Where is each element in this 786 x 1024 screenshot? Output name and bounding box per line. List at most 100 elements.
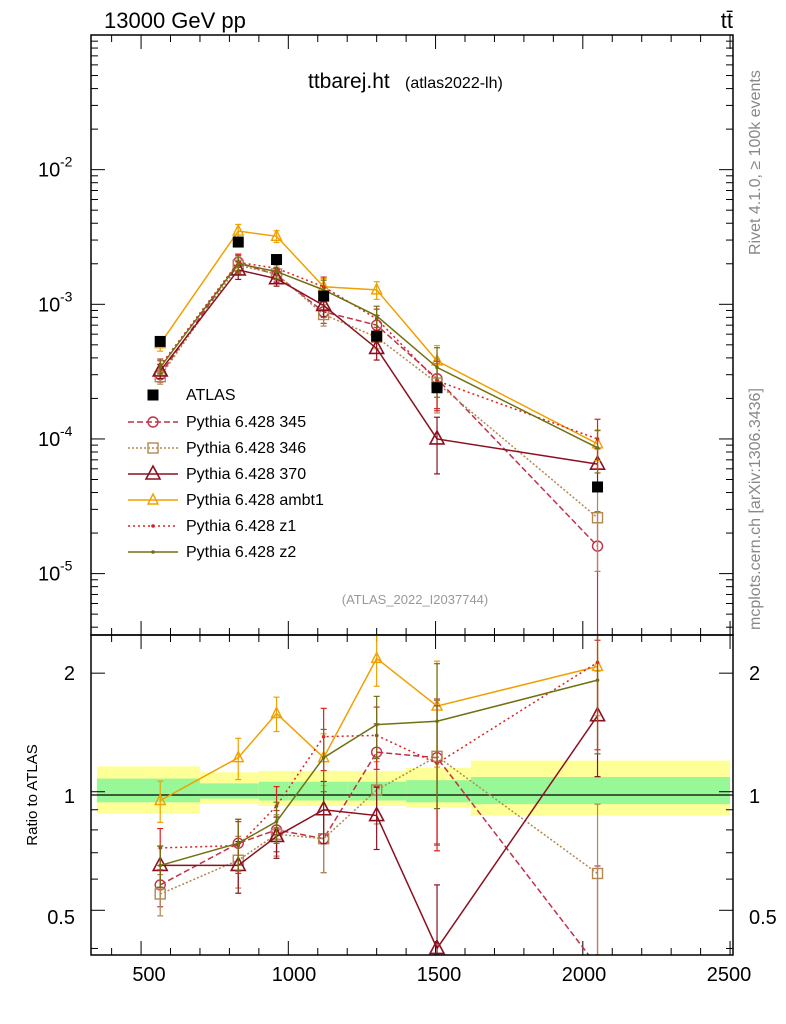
- band-inner-bin: [258, 781, 289, 801]
- point-ratio-p346: [591, 867, 604, 880]
- legend-marker-346: [128, 442, 178, 454]
- ytick-exponent: -4: [60, 423, 73, 439]
- plot-subtitle-text: (atlas2022-lh): [405, 75, 503, 92]
- series-ratio-p345: [154, 699, 601, 955]
- main-ytick-label--4: 10 -4: [38, 423, 73, 451]
- point-ratio-z2: [321, 755, 326, 760]
- point-ratio-z2: [435, 719, 439, 724]
- xtick-label-1500: 1500: [417, 964, 462, 986]
- point-ratio-z2: [236, 841, 241, 846]
- series-ratio-z2: [157, 635, 601, 888]
- legend-symbol-z2: [151, 550, 155, 554]
- main-ytick-label--5: 10 -5: [38, 558, 73, 586]
- xtick-label-500: 500: [132, 964, 165, 986]
- legend-label-346: Pythia 6.428 346: [186, 440, 306, 457]
- ratio-ytick-left-2: 2: [64, 663, 75, 685]
- ratio-ytick-right-2: 2: [749, 663, 760, 685]
- point-ratio-z2: [274, 819, 279, 824]
- ratio-panel: 2 1 0.5 2 1 0.5 500 1000 1500 2000 2500: [47, 634, 777, 986]
- data-point: [271, 254, 283, 266]
- point-z2: [435, 365, 439, 370]
- point-ambt1: [232, 223, 245, 236]
- plot-title-text: ttbarej.ht: [308, 70, 390, 93]
- point-ratio-ambt1: [154, 792, 167, 806]
- legend-marker-z1: [128, 524, 178, 528]
- point-p370: [268, 268, 285, 285]
- point-z2: [374, 314, 379, 318]
- point-ratio-p370: [315, 800, 332, 816]
- ratio-ytick-left-1: 1: [64, 786, 75, 808]
- ytick-base: 10: [38, 564, 60, 586]
- point-p370: [151, 361, 169, 377]
- ytick-base: 10: [38, 294, 60, 316]
- xtick-label-2000: 2000: [562, 964, 607, 986]
- legend-symbol-z1: [151, 524, 155, 528]
- legend-entry-370: Pythia 6.428 370: [128, 464, 306, 483]
- legend-symbol-ambt1: [146, 492, 160, 505]
- ratio-frame: [90, 634, 734, 956]
- main-axis-ticks: [91, 34, 733, 635]
- legend-entry-345: Pythia 6.428 345: [128, 414, 306, 431]
- point-ambt1: [270, 228, 283, 241]
- ratio-series-layer: [151, 635, 606, 955]
- point-ratio-p346: [154, 888, 166, 900]
- ytick-exponent: -3: [60, 288, 73, 304]
- legend-entry-z1: Pythia 6.428 z1: [128, 518, 296, 535]
- band-inner-bin: [96, 778, 200, 803]
- point-ambt1: [370, 282, 383, 295]
- ratio-y-axis-label: Ratio to ATLAS: [24, 744, 41, 845]
- legend-label-ambt1: Pythia 6.428 ambt1: [186, 492, 324, 509]
- main-series-layer: [151, 223, 606, 641]
- analysis-id: (ATLAS_2022_I2037744): [342, 592, 488, 607]
- point-ratio-z2: [158, 863, 163, 868]
- legend-symbol-p346: [147, 442, 159, 454]
- xtick-label-2500: 2500: [707, 964, 752, 986]
- legend: ATLAS Pythia 6.428 345 Pythia 6.428 346 …: [128, 387, 324, 561]
- point-z2: [158, 365, 163, 370]
- point-p346: [591, 512, 604, 524]
- legend-symbol-p370: [144, 464, 162, 480]
- data-point: [232, 236, 244, 248]
- band-inner-bin: [470, 776, 731, 805]
- point-ratio-z2: [374, 722, 379, 727]
- point-ratio-ambt1: [270, 705, 283, 719]
- xtick-label-1000: 1000: [272, 964, 317, 986]
- main-data-points: [154, 236, 604, 493]
- ratio-y-tick-labels: 2 1 0.5 2 1 0.5: [47, 663, 777, 929]
- point-ratio-p370: [428, 938, 446, 955]
- legend-label-z2: Pythia 6.428 z2: [186, 544, 296, 561]
- energy-label: 13000 GeV pp: [104, 8, 246, 33]
- ytick-base: 10: [38, 160, 60, 182]
- point-z2: [274, 269, 279, 274]
- series-ratio-p346: [154, 698, 604, 955]
- band-inner-bin: [288, 781, 348, 801]
- series-ratio-z1: [157, 635, 601, 874]
- process-label: tt̄: [721, 8, 733, 33]
- legend-symbol-atlas: [147, 389, 159, 401]
- point-ratio-ambt1: [370, 650, 383, 664]
- rivet-version-label: Rivet 4.1.0, ≥ 100k events: [747, 70, 764, 255]
- band-inner-bin: [406, 780, 471, 803]
- point-p370: [428, 429, 446, 445]
- legend-marker-ambt1: [128, 492, 178, 505]
- legend-entry-346: Pythia 6.428 346: [128, 440, 306, 457]
- ytick-exponent: -5: [60, 558, 73, 574]
- point-z2: [236, 261, 241, 266]
- ytick-exponent: -2: [60, 154, 73, 170]
- point-p370: [368, 338, 386, 355]
- ratio-ytick-right-0.5: 0.5: [749, 907, 777, 929]
- data-point: [371, 330, 383, 342]
- plot-title: ttbarej.ht (atlas2022-lh): [308, 70, 503, 93]
- legend-entry-z2: Pythia 6.428 z2: [128, 544, 296, 561]
- data-point: [592, 481, 604, 493]
- data-point: [154, 335, 166, 347]
- ratio-ytick-left-0.5: 0.5: [47, 907, 75, 929]
- mcplots-site-label: mcplots.cern.ch [arXiv:1306.3436]: [747, 388, 764, 630]
- data-point: [318, 290, 330, 302]
- main-y-tick-labels: 10-210-310-410-5: [38, 154, 73, 586]
- legend-label-345: Pythia 6.428 345: [186, 414, 306, 431]
- legend-entry-atlas: ATLAS: [147, 387, 236, 404]
- main-ytick-label--2: 10 -2: [38, 154, 73, 182]
- data-point: [431, 382, 443, 394]
- point-p370: [315, 295, 332, 312]
